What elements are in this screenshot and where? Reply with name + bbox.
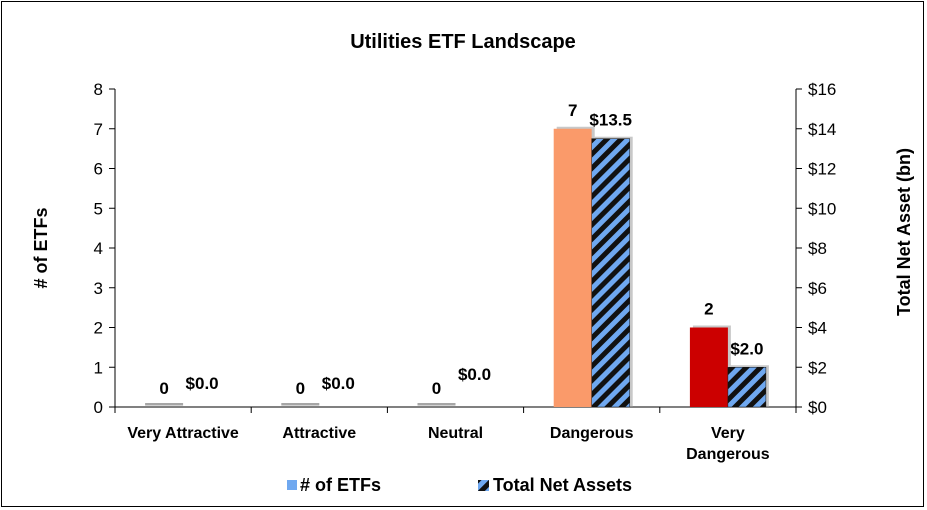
y-right-tick-label: $4 [808,319,827,338]
chart-title: Utilities ETF Landscape [350,31,576,53]
net-assets-value-label: $0.0 [186,374,219,393]
legend-label-net-assets: Total Net Assets [493,475,632,495]
x-category-label: Dangerous [686,446,770,463]
net-assets-value-label: $13.5 [589,111,632,130]
y-right-tick-label: $8 [808,239,827,258]
y-axis-right-title: Total Net Asset (bn) [894,148,914,316]
legend-label-etf-count: # of ETFs [300,475,381,495]
etf-count-bar [689,327,728,407]
y-left-tick-label: 0 [94,398,103,417]
legend: # of ETFs Total Net Assets [287,475,632,495]
net-assets-value-label: $0.0 [322,374,355,393]
etf-count-bar [145,403,184,406]
x-category-label: Very [711,425,745,442]
legend-swatch-etf-count [287,480,297,490]
y-right-tick-label: $2 [808,358,827,377]
y-left-tick-label: 4 [94,239,103,258]
x-category-label: Attractive [282,425,356,442]
etf-count-value-label: 0 [432,379,441,398]
y-right-tick-label: $16 [808,80,836,99]
etf-count-value-label: 2 [704,300,713,319]
net-assets-value-label: $2.0 [730,339,763,358]
y-left-tick-label: 3 [94,279,103,298]
net-assets-bar [727,367,767,408]
y-right-tick-label: $0 [808,398,827,417]
axes: 0 1 2 3 4 5 6 7 8 $0 $2 $4 $6 $8 $10 $12 $14 $16 Very Attr… [94,80,837,463]
y-right-tick-label: $6 [808,279,827,298]
y-left-tick-label: 1 [94,358,103,377]
x-category-label: Neutral [428,425,483,442]
etf-count-value-label: 0 [296,379,305,398]
y-left-tick-label: 7 [94,120,103,139]
etf-count-bar [417,403,456,406]
etf-count-value-label: 0 [159,379,168,398]
y-right-tick-label: $10 [808,199,836,218]
net-assets-value-label: $0.0 [458,365,491,384]
y-left-tick-label: 6 [94,160,103,179]
x-category-label: Very Attractive [127,425,239,442]
net-assets-bar [591,138,630,408]
y-right-tick-label: $12 [808,160,836,179]
x-category-label: Dangerous [550,425,634,442]
data-labels: 0 $0.0 0 $0.0 0 $0.0 7 $13.5 2 $2.0 [159,101,763,398]
etf-count-value-label: 7 [568,101,577,120]
y-right-tick-label: $14 [808,120,836,139]
etf-count-bar [553,128,592,407]
y-left-tick-label: 8 [94,80,103,99]
y-left-tick-label: 5 [94,199,103,218]
y-left-tick-label: 2 [94,319,103,338]
bars [145,126,769,408]
legend-swatch-net-assets [478,480,489,491]
y-axis-left-title: # of ETFs [31,207,51,288]
etf-count-bar [281,403,320,406]
